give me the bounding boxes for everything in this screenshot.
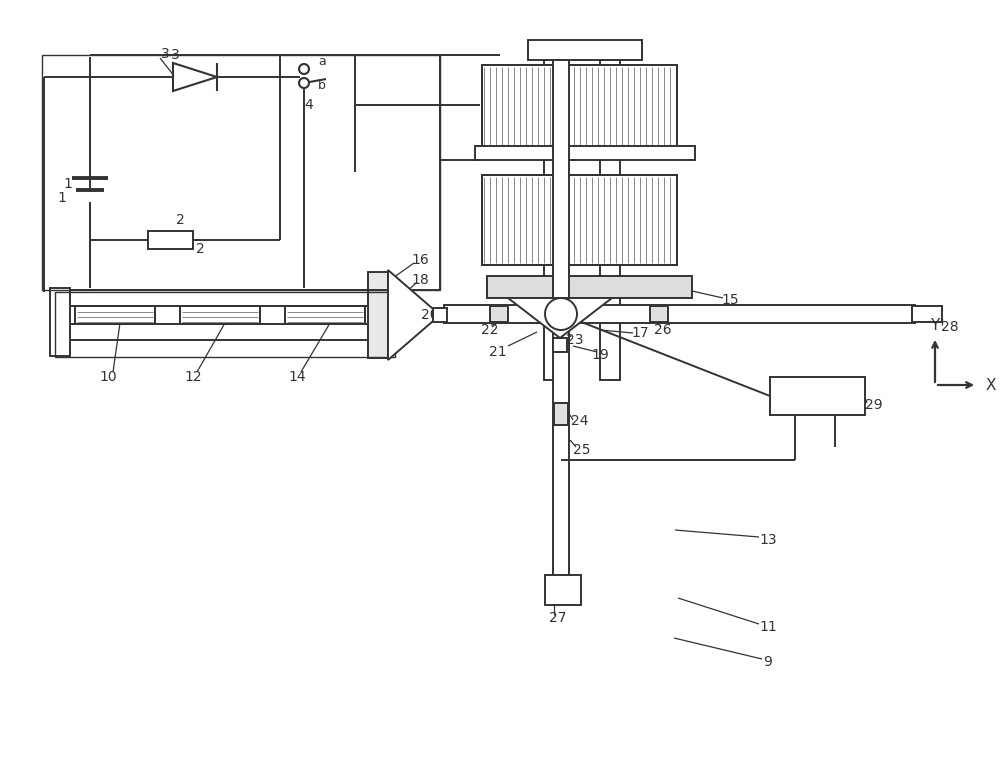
Bar [285,306,365,324]
Text: 14: 14 [288,370,306,384]
Bar [42,55,440,290]
Text: 27: 27 [549,611,567,625]
Text: 15: 15 [721,293,739,307]
Text: 17: 17 [631,326,649,340]
Bar [912,306,942,322]
Bar [180,306,260,324]
Bar [600,60,620,380]
Text: 22: 22 [481,323,499,337]
Polygon shape [173,63,217,91]
Text: 20: 20 [421,308,439,322]
Text: 9: 9 [764,655,772,669]
Text: a: a [318,55,326,68]
Circle shape [545,298,577,330]
Text: Y: Y [930,317,940,333]
Text: 21: 21 [489,345,507,359]
Text: 29: 29 [865,398,883,412]
Bar [148,231,193,249]
Text: 10: 10 [99,370,117,384]
Bar [482,175,677,265]
Bar [433,308,447,322]
Bar [444,305,915,323]
Text: 3: 3 [161,47,169,61]
Text: 24: 24 [571,414,589,428]
Text: 13: 13 [759,533,777,547]
Text: 28: 28 [941,320,959,334]
Polygon shape [388,270,440,360]
Text: 4: 4 [305,98,313,112]
Bar [75,306,155,324]
Text: 3: 3 [171,48,179,62]
Bar [475,146,695,160]
Bar [487,276,692,298]
Text: 12: 12 [184,370,202,384]
Bar [770,377,865,415]
Bar [553,338,567,352]
Text: 2: 2 [196,242,204,256]
Bar [482,65,677,150]
Text: 23: 23 [566,333,584,347]
Bar [50,288,70,356]
Bar [68,290,388,306]
Bar [544,60,564,380]
Text: 1: 1 [64,177,72,191]
Circle shape [299,78,309,88]
Text: 1: 1 [58,191,66,205]
Text: b: b [318,79,326,92]
Bar [368,272,388,358]
Bar [650,306,668,322]
Text: 26: 26 [654,323,672,337]
Text: 25: 25 [573,443,591,457]
Text: 16: 16 [411,253,429,267]
Bar [553,60,569,585]
Text: X: X [986,377,996,393]
Polygon shape [508,298,612,338]
Bar [482,175,677,265]
Bar [75,306,155,324]
Bar [490,306,508,322]
Text: 11: 11 [759,620,777,634]
Text: 2: 2 [176,213,184,227]
Bar [180,306,260,324]
Bar [482,65,677,150]
Bar [68,324,388,340]
Bar [55,292,395,357]
Bar [528,40,642,60]
Text: 18: 18 [411,273,429,287]
Text: 19: 19 [591,348,609,362]
Bar [554,403,568,425]
Bar [545,575,581,605]
Circle shape [299,64,309,74]
Bar [285,306,365,324]
